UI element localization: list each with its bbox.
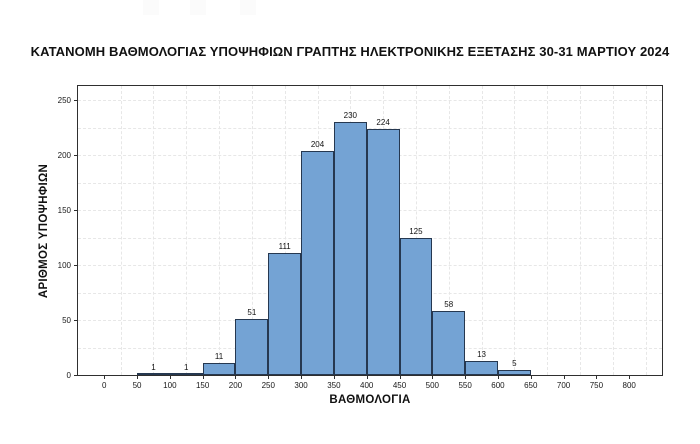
gridline-vertical [120, 86, 122, 375]
bar-value-label: 230 [343, 111, 357, 121]
bar-value-label: 204 [310, 139, 325, 149]
x-tick-label: 700 [556, 381, 571, 390]
bar-value-label: 5 [512, 358, 517, 368]
x-tick-label: 50 [132, 381, 142, 390]
gridline-vertical [284, 86, 286, 375]
x-tick-mark [432, 375, 434, 379]
chart-title: ΚΑΤΑΝΟΜΗ ΒΑΘΜΟΛΟΓΙΑΣ ΥΠΟΨΗΦΙΩΝ ΓΡΑΠΤΗΣ Η… [30, 44, 670, 59]
bar-value-label: 13 [477, 349, 486, 359]
x-tick-label: 250 [261, 381, 275, 390]
x-tick-label: 600 [491, 381, 505, 390]
bar-value-label: 1 [151, 362, 156, 372]
gridline-vertical [219, 86, 221, 375]
faint-artifact-square [240, 0, 256, 15]
y-tick-mark [74, 320, 78, 322]
y-tick-mark [74, 210, 78, 212]
x-tick-label: 750 [589, 381, 604, 390]
x-tick-mark [596, 375, 598, 379]
x-tick-mark [301, 375, 303, 379]
y-tick-label: 0 [66, 371, 71, 380]
histogram-bar [301, 150, 334, 375]
gridline-vertical [547, 86, 549, 375]
histogram-bar [268, 253, 302, 375]
histogram-bar [333, 122, 367, 375]
x-tick-label: 450 [392, 381, 407, 390]
gridline-horizontal [78, 127, 662, 129]
y-tick-mark [74, 265, 78, 267]
y-tick-label: 150 [57, 206, 71, 216]
histogram-bar [169, 373, 203, 375]
bar-value-label: 51 [247, 307, 257, 317]
histogram-bar [465, 360, 498, 375]
x-tick-mark [137, 375, 139, 379]
x-tick-label: 100 [163, 381, 177, 390]
faint-artifact-square [143, 0, 159, 15]
gridline-vertical [186, 86, 188, 375]
y-tick-mark [74, 375, 78, 376]
plot-area: 1 1 11 51 111 204 230 224 125 58 13 5 [77, 85, 663, 376]
y-tick-label: 250 [57, 96, 71, 106]
y-tick-mark [74, 155, 78, 157]
x-tick-label: 550 [458, 381, 472, 390]
gridline-horizontal [78, 100, 662, 102]
histogram-bar [202, 362, 236, 375]
y-tick-label: 200 [57, 151, 71, 161]
y-axis-title: ΑΡΙΘΜΟΣ ΥΠΟΨΗΦΙΩΝ [38, 163, 50, 299]
x-tick-mark [202, 375, 204, 379]
histogram-bar [235, 318, 269, 375]
x-tick-label: 150 [195, 381, 210, 390]
bar-value-label: 1 [184, 362, 189, 372]
gridline-vertical [448, 86, 450, 375]
x-tick-mark [497, 375, 499, 379]
y-tick-mark [74, 100, 78, 102]
y-tick-label: 100 [57, 261, 71, 271]
x-tick-mark [366, 375, 368, 379]
gridline-vertical [251, 86, 253, 375]
x-tick-mark [268, 375, 270, 379]
gridline-vertical [481, 86, 483, 375]
bar-value-label: 224 [376, 117, 390, 127]
bar-value-label: 111 [278, 242, 291, 252]
x-tick-mark [104, 375, 106, 379]
bar-value-label: 125 [409, 226, 423, 236]
y-tick-label: 50 [62, 316, 71, 326]
x-tick-mark [563, 375, 565, 379]
x-tick-mark [169, 375, 171, 379]
x-tick-label: 400 [360, 381, 374, 390]
histogram-bar [399, 237, 433, 375]
gridline-vertical [645, 86, 647, 375]
bar-value-label: 58 [444, 300, 454, 310]
histogram-bar [497, 369, 531, 375]
x-tick-label: 800 [622, 381, 636, 390]
x-tick-label: 0 [102, 381, 107, 390]
x-tick-mark [333, 375, 335, 379]
histogram-bar [432, 311, 466, 375]
x-axis-title: ΒΑΘΜΟΛΟΓΙΑ [329, 394, 411, 406]
x-tick-label: 350 [327, 381, 341, 390]
gridline-vertical [579, 86, 581, 375]
gridline-vertical [415, 86, 417, 375]
x-tick-label: 200 [228, 381, 243, 390]
bar-value-label: 11 [214, 351, 224, 361]
x-tick-mark [629, 375, 631, 379]
gridline-vertical [612, 86, 614, 375]
x-tick-mark [530, 375, 532, 379]
x-tick-mark [465, 375, 467, 379]
x-tick-mark [399, 375, 401, 379]
histogram-bar [366, 128, 400, 375]
histogram-bar [137, 373, 170, 375]
x-tick-label: 650 [524, 381, 538, 390]
x-tick-label: 500 [425, 381, 439, 390]
gridline-vertical [514, 86, 516, 375]
x-tick-mark [235, 375, 237, 379]
x-tick-label: 300 [294, 381, 308, 390]
faint-artifact-square [190, 0, 206, 15]
gridline-vertical [153, 86, 155, 375]
